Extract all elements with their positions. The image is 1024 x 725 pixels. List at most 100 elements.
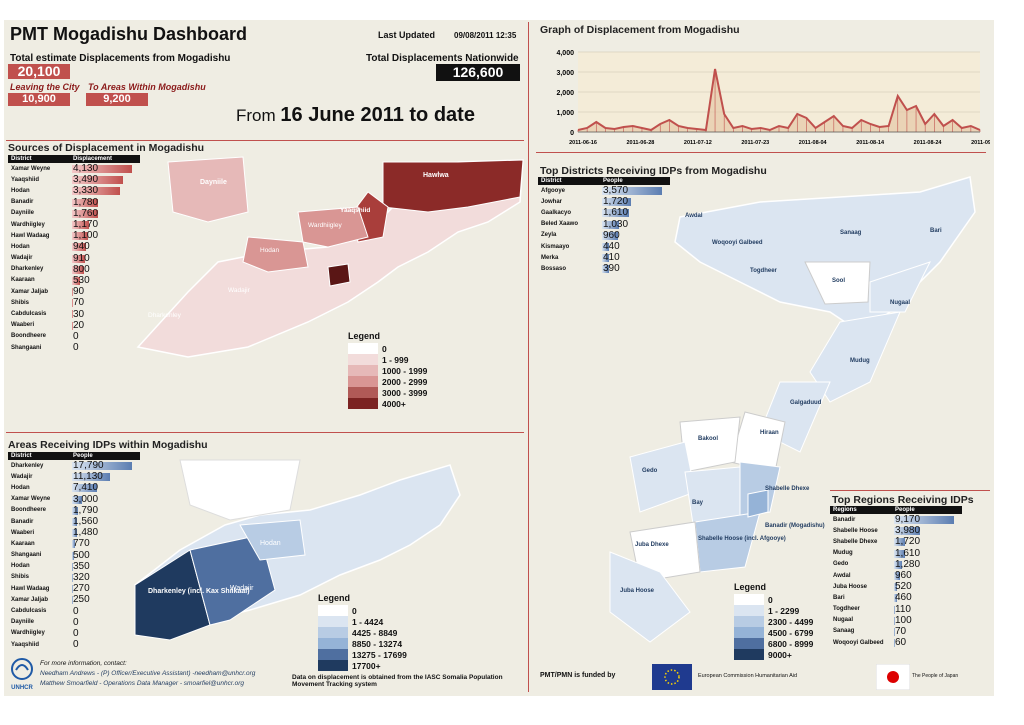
- value-bar: [602, 187, 662, 195]
- legend-item: 4000+: [348, 398, 427, 409]
- leaving-city-value: 10,900: [8, 93, 70, 106]
- table-row: Shangaani 0: [8, 342, 140, 353]
- date-range-prefix: From: [236, 106, 276, 125]
- japan-flag-icon: [876, 664, 910, 690]
- map-label-awdal: Awdal: [685, 213, 703, 219]
- row-value: 530: [73, 274, 90, 286]
- page-title: PMT Mogadishu Dashboard: [10, 24, 248, 44]
- contact-heading: For more information, contact:: [40, 660, 127, 667]
- contact-line-1: Needham Andrews - (P) Officer/Executive …: [40, 670, 256, 677]
- map-region-nugaal: [869, 261, 931, 313]
- row-value-cell: 0: [70, 342, 140, 353]
- legend-item: 2300 - 4499: [734, 616, 813, 627]
- map-label-yaaqshiid: Yaaqshiid: [340, 207, 370, 214]
- row-name: Juba Hoose: [833, 583, 868, 590]
- row-name: Shibis: [11, 574, 30, 581]
- row-name: Xamar Weyne: [11, 165, 51, 172]
- legend-label: 1 - 4424: [352, 616, 384, 627]
- table-row: Dayniile 0: [8, 617, 140, 628]
- legend-swatch: [348, 365, 378, 376]
- divider: [6, 432, 524, 433]
- row-value-cell: 11,130: [70, 471, 140, 482]
- row-value-cell: 3,000: [70, 494, 140, 505]
- row-name: Nugaal: [833, 617, 854, 624]
- row-value-cell: 3,570: [600, 185, 670, 196]
- legend-item: 1000 - 1999: [348, 365, 427, 376]
- map-label-bay: Bay: [692, 500, 704, 506]
- row-value: 17,790: [73, 460, 104, 472]
- row-name: Shangaani: [11, 344, 42, 351]
- row-value-cell: 30: [70, 308, 140, 320]
- sources-table: District Displacement Xamar Weyne 4,130 Yaaq…: [8, 155, 140, 353]
- row-name: Hodan: [11, 243, 30, 250]
- value-bar: [72, 551, 74, 560]
- table-row: Dayniile 1,760: [8, 208, 140, 219]
- value-bar: [894, 516, 954, 524]
- legend-swatch: [734, 638, 764, 649]
- table-row: Afgooye 3,570: [538, 185, 670, 196]
- table-row: Xamar Jaljab 250: [8, 594, 140, 605]
- legend-swatch: [348, 343, 378, 354]
- nationwide-label: Total Displacements Nationwide: [366, 53, 519, 64]
- table-row: Yaaqshiid 0: [8, 639, 140, 650]
- value-bar: [602, 265, 609, 274]
- legend-label: 0: [768, 594, 773, 605]
- value-bar: [602, 242, 610, 251]
- map-region-dayniile: [179, 459, 301, 521]
- value-bar: [602, 220, 620, 229]
- table-row: Bossaso 390: [538, 263, 670, 274]
- row-value: 500: [73, 549, 90, 561]
- row-name: Banadir: [833, 516, 856, 523]
- map-region-banadir: [747, 489, 769, 518]
- districts-table: District People Afgooye 3,570 Jowhar 1,720 Gaa…: [538, 177, 670, 275]
- map-region-dayniile: [167, 156, 249, 223]
- legend-label: 4000+: [382, 398, 406, 409]
- row-name: Shibis: [11, 299, 30, 306]
- table-row: Gedo 1,280: [830, 559, 962, 570]
- row-value-cell: 3,330: [70, 185, 140, 196]
- value-bar: [894, 616, 895, 625]
- table-row: Banadir 1,780: [8, 197, 140, 208]
- row-value-cell: 90: [70, 286, 140, 297]
- table-row: Shibis 320: [8, 572, 140, 583]
- row-value-cell: 1,480: [70, 527, 140, 538]
- legend-swatch: [348, 387, 378, 398]
- y-tick-label: 2,000: [556, 90, 574, 97]
- legend-item: 2000 - 2999: [348, 376, 427, 387]
- graph-title: Graph of Displacement from Mogadishu: [540, 24, 740, 36]
- value-bar: [72, 562, 74, 571]
- table-row: Hodan 350: [8, 561, 140, 572]
- row-value-cell: 70: [892, 626, 962, 637]
- value-bar: [72, 176, 123, 185]
- row-value: 0: [73, 330, 79, 342]
- eu-flag-icon: [652, 664, 692, 690]
- table-row: Bari 460: [830, 592, 962, 603]
- legend-label: 8850 - 13274: [352, 638, 403, 649]
- row-name: Awdal: [833, 572, 851, 579]
- value-bar: [894, 583, 898, 592]
- legend-swatch: [318, 649, 348, 660]
- value-bar: [72, 529, 77, 538]
- row-value: 350: [73, 560, 90, 572]
- areas-map: Dharkenley (incl. Kax Shiikaal) Wadajir …: [133, 459, 461, 641]
- row-name: Wadajir: [11, 473, 33, 480]
- row-name: Hawl Wadaag: [11, 232, 50, 239]
- regions-title: Top Regions Receiving IDPs: [832, 494, 974, 506]
- col-header-district: District: [8, 452, 70, 460]
- table-row: Beled Xaawo 1,030: [538, 219, 670, 230]
- value-bar: [72, 254, 86, 263]
- map-label-gedo: Gedo: [642, 468, 658, 474]
- row-value-cell: 410: [600, 252, 670, 263]
- x-tick-label: 2011-07-12: [684, 140, 712, 146]
- value-bar: [72, 220, 89, 229]
- row-name: Togdheer: [833, 606, 860, 613]
- x-tick-label: 2011-08-14: [856, 140, 885, 146]
- value-bar: [894, 527, 921, 536]
- row-value: 3,000: [73, 493, 99, 505]
- row-value: 1,170: [73, 219, 99, 231]
- japan-label: The People of Japan: [912, 673, 959, 679]
- row-name: Dayniile: [11, 619, 35, 626]
- table-row: Banadir 1,560: [8, 516, 140, 527]
- row-value-cell: 1,170: [70, 219, 140, 230]
- row-value: 3,980: [895, 525, 921, 537]
